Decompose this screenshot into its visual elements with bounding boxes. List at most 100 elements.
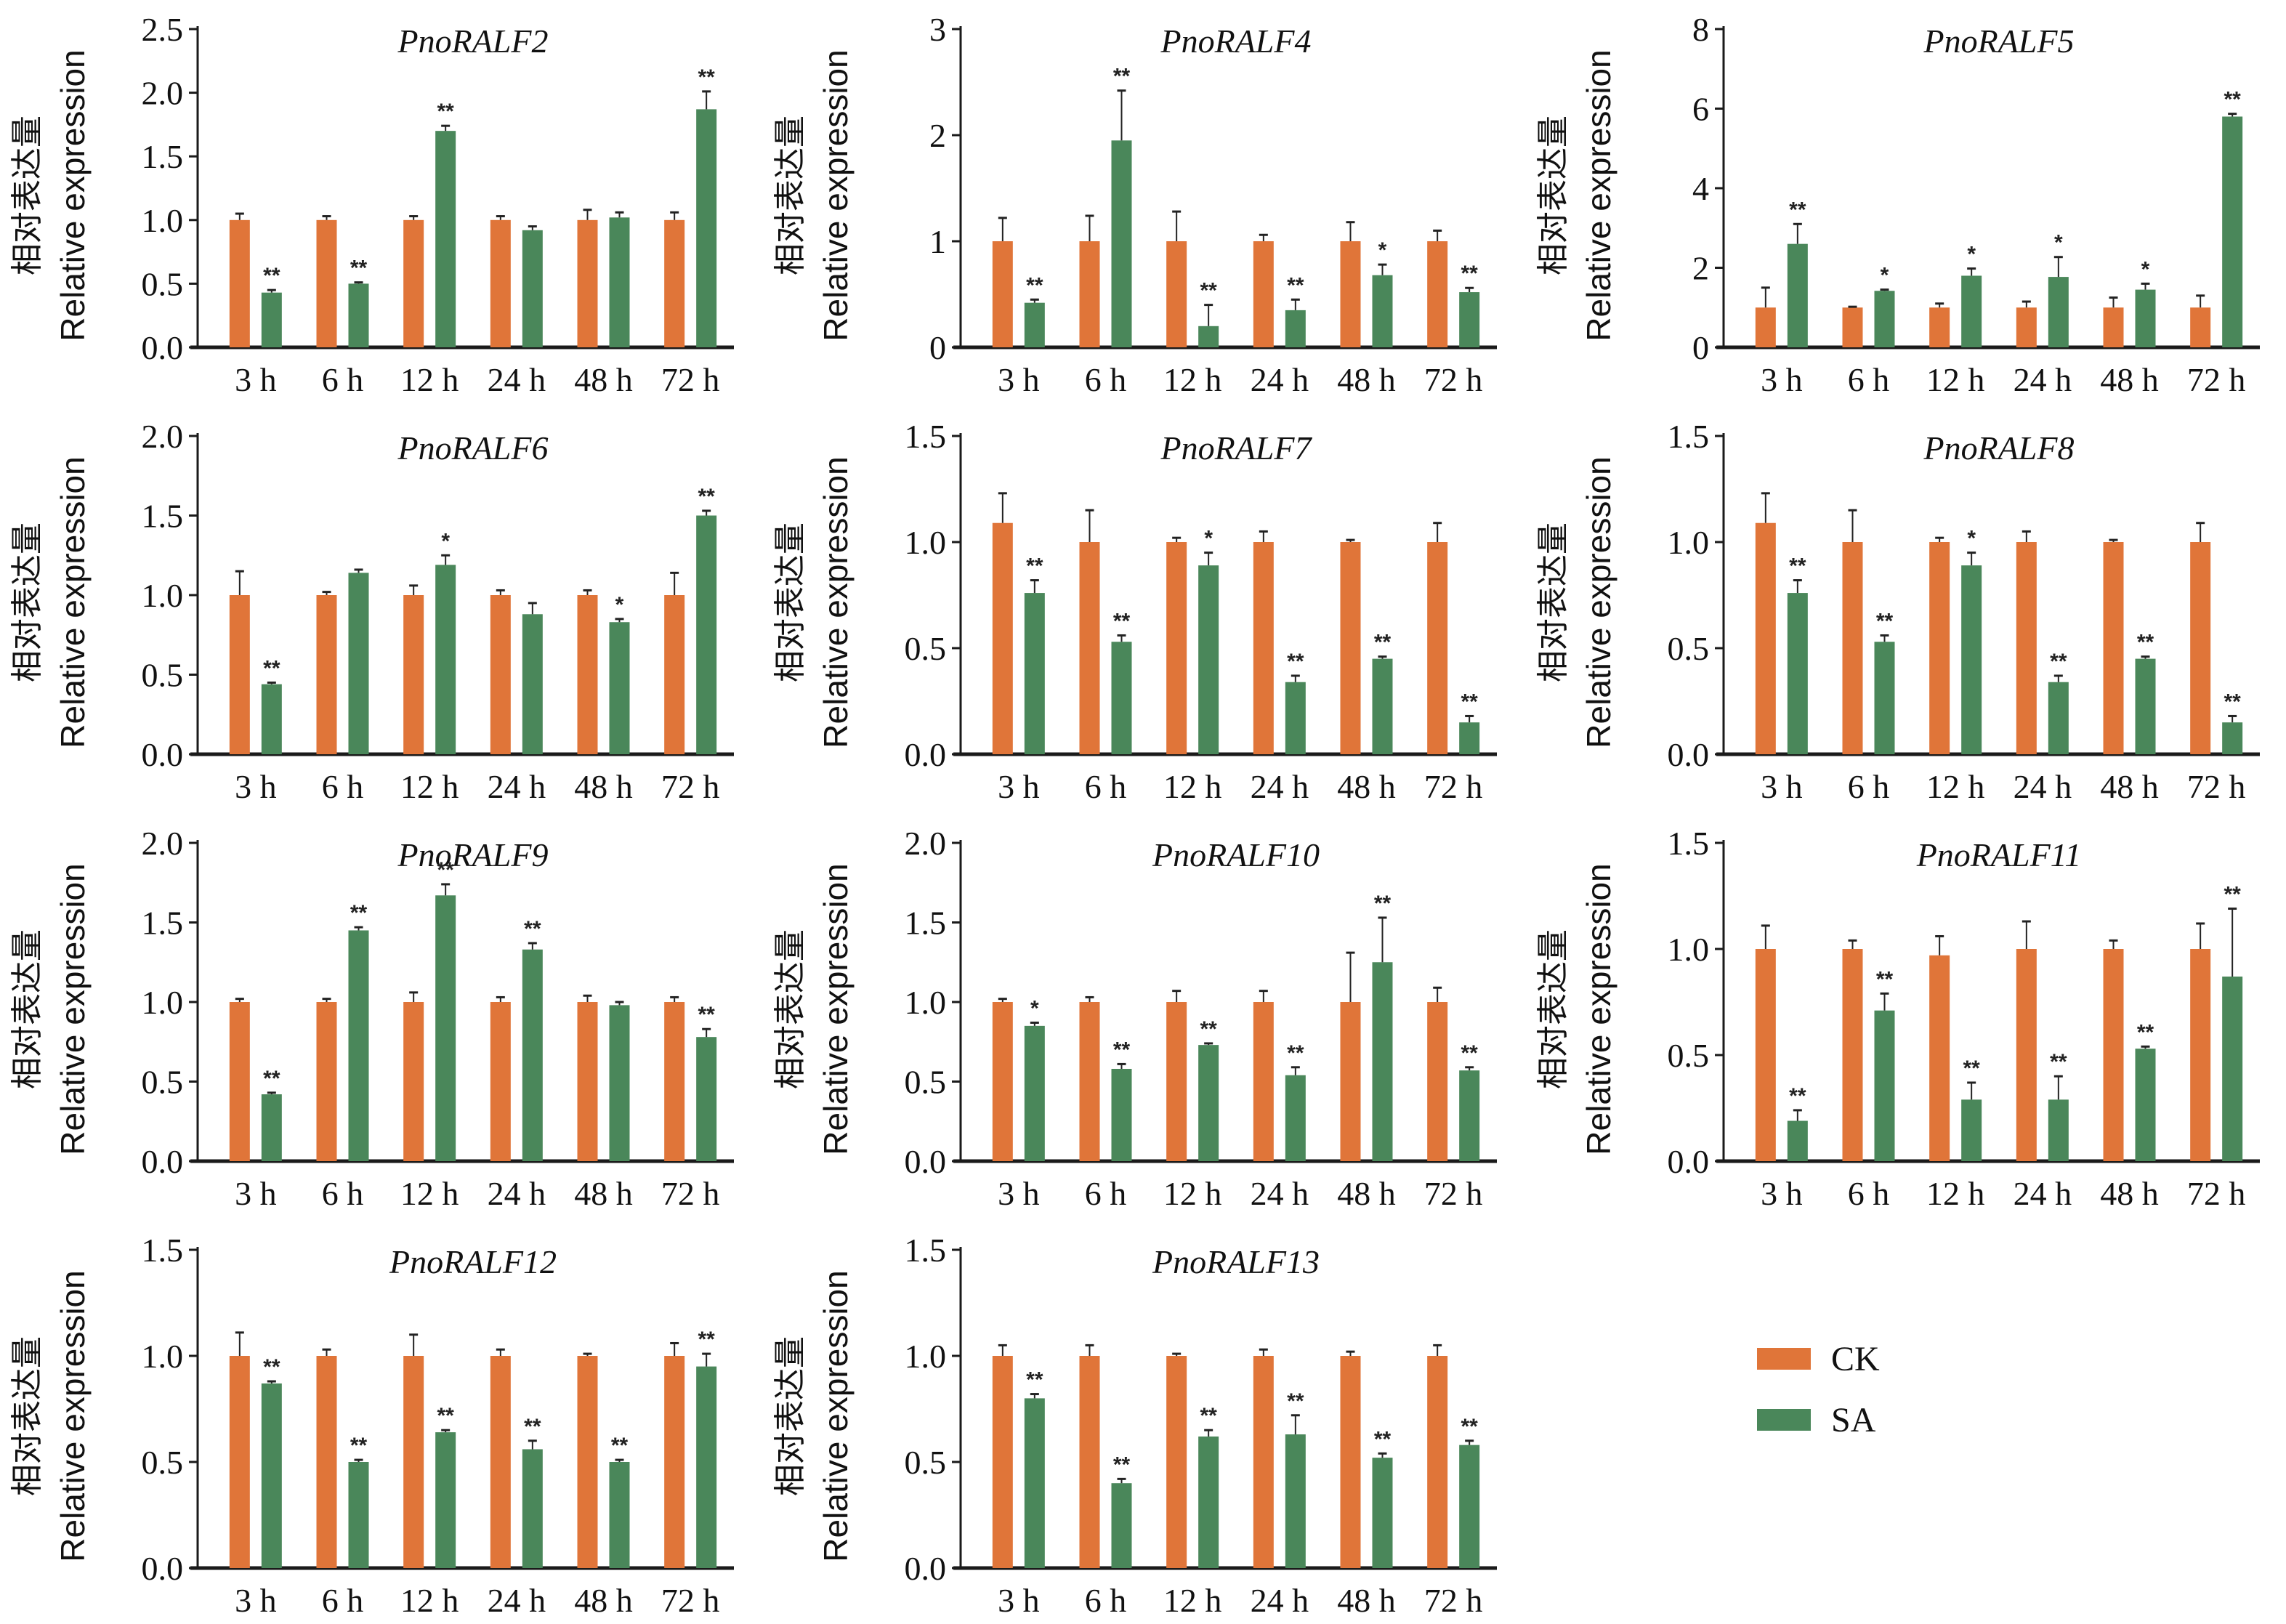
bar-sa xyxy=(1285,1075,1306,1161)
significance-marker: ** xyxy=(698,65,715,89)
y-tick-label: 0.0 xyxy=(905,1143,947,1180)
bar-ck xyxy=(664,595,685,754)
y-tick-label: 3 xyxy=(929,11,946,48)
x-tick-label: 6 h xyxy=(1085,361,1127,398)
y-tick-label: 0.5 xyxy=(905,1444,947,1481)
y-axis-label-en: Relative expression xyxy=(54,456,92,748)
bar-ck xyxy=(316,219,337,347)
bar-ck xyxy=(2190,307,2211,347)
y-tick-label: 0.5 xyxy=(905,1064,947,1101)
y-tick-label: 1.5 xyxy=(142,138,184,175)
bar-ck xyxy=(316,1002,337,1161)
significance-marker: ** xyxy=(2224,883,2241,907)
y-tick-label: 1.0 xyxy=(142,202,184,239)
y-tick-label: 1.0 xyxy=(905,1338,947,1375)
y-tick-label: 0.0 xyxy=(142,329,184,366)
y-tick-label: 0.0 xyxy=(905,736,947,773)
bar-sa xyxy=(1961,1099,1982,1161)
y-axis-label-en: Relative expression xyxy=(54,1270,92,1562)
significance-marker: ** xyxy=(263,264,280,288)
y-tick-label: 1.0 xyxy=(142,577,184,614)
bar-sa xyxy=(1024,593,1045,754)
y-tick-label: 2 xyxy=(929,117,946,154)
y-tick-label: 0.0 xyxy=(1668,736,1710,773)
significance-marker: * xyxy=(1378,238,1387,262)
x-tick-label: 72 h xyxy=(1424,1582,1483,1619)
significance-marker: ** xyxy=(1461,690,1478,714)
x-tick-label: 3 h xyxy=(235,361,277,398)
x-tick-label: 48 h xyxy=(1337,361,1396,398)
bar-ck xyxy=(403,219,424,347)
y-axis-label-en: Relative expression xyxy=(1580,456,1617,748)
x-tick-label: 72 h xyxy=(661,361,720,398)
bar-ck xyxy=(1340,1002,1361,1161)
y-tick-label: 0.5 xyxy=(142,265,184,302)
y-axis-label-en: Relative expression xyxy=(817,456,855,748)
significance-marker: ** xyxy=(1374,1427,1392,1451)
chart-panel-pnoralf9: PnoRALF9 相对表达量 Relative expression 0.0 0.5 1.… xyxy=(9,825,734,1212)
bar-sa xyxy=(522,949,543,1161)
y-tick-label: 1.5 xyxy=(142,905,184,942)
y-tick-label: 1.5 xyxy=(905,418,947,455)
significance-marker: * xyxy=(615,593,624,617)
bar-ck xyxy=(577,1356,598,1568)
bar-sa xyxy=(261,292,282,347)
bar-ck xyxy=(1427,241,1448,347)
bar-ck xyxy=(992,241,1013,347)
bar-ck xyxy=(403,1356,424,1568)
bar-sa xyxy=(1787,243,1808,347)
bar-sa xyxy=(435,565,456,754)
bar-sa xyxy=(1372,1458,1393,1568)
x-tick-label: 3 h xyxy=(235,1582,277,1619)
x-tick-label: 3 h xyxy=(998,768,1040,805)
bar-ck xyxy=(664,219,685,347)
significance-marker: ** xyxy=(1789,1084,1806,1108)
chart-title: PnoRALF2 xyxy=(397,23,549,60)
y-tick-label: 2.0 xyxy=(142,75,184,112)
bar-ck xyxy=(2016,542,2037,754)
bar-ck xyxy=(1166,1356,1187,1568)
bar-sa xyxy=(261,1383,282,1568)
y-tick-label: 2 xyxy=(1692,250,1709,287)
x-tick-label: 3 h xyxy=(1761,768,1803,805)
x-tick-label: 12 h xyxy=(1163,1582,1222,1619)
bar-sa xyxy=(1285,1434,1306,1568)
significance-marker: ** xyxy=(1200,1404,1217,1428)
y-axis-label-cn: 相对表达量 xyxy=(9,522,46,682)
y-axis-label-en: Relative expression xyxy=(817,863,855,1155)
bar-sa xyxy=(1874,291,1895,347)
significance-marker: * xyxy=(1030,996,1039,1020)
bar-ck xyxy=(1755,307,1776,347)
y-axis-label-cn: 相对表达量 xyxy=(1535,522,1572,682)
bar-ck xyxy=(1340,241,1361,347)
significance-marker: ** xyxy=(1876,967,1894,991)
chart-title: PnoRALF7 xyxy=(1160,429,1313,466)
bar-ck xyxy=(2190,949,2211,1161)
bar-ck xyxy=(1427,1356,1448,1568)
bar-sa xyxy=(522,614,543,754)
x-tick-label: 72 h xyxy=(2187,768,2246,805)
chart-panel-pnoralf10: PnoRALF10 相对表达量 Relative expression 0.0 0.5 1… xyxy=(772,825,1497,1212)
x-tick-label: 6 h xyxy=(322,768,364,805)
x-tick-label: 48 h xyxy=(2100,1175,2159,1212)
x-tick-label: 6 h xyxy=(322,361,364,398)
bar-ck xyxy=(316,595,337,754)
significance-marker: ** xyxy=(1374,631,1392,655)
bar-sa xyxy=(609,1462,630,1568)
bar-ck xyxy=(490,1356,511,1568)
y-tick-label: 4 xyxy=(1692,170,1709,207)
bar-sa xyxy=(1198,1436,1219,1568)
y-tick-label: 0.0 xyxy=(142,1143,184,1180)
bar-sa xyxy=(609,217,630,347)
x-tick-label: 72 h xyxy=(1424,768,1483,805)
bar-ck xyxy=(490,219,511,347)
x-tick-label: 3 h xyxy=(1761,1175,1803,1212)
significance-marker: * xyxy=(441,529,450,553)
bar-sa xyxy=(696,1037,717,1161)
x-tick-label: 48 h xyxy=(574,768,633,805)
bar-ck xyxy=(1842,542,1863,754)
y-axis-label-cn: 相对表达量 xyxy=(9,1336,46,1496)
x-tick-label: 3 h xyxy=(998,1582,1040,1619)
x-tick-label: 24 h xyxy=(2014,1175,2072,1212)
significance-marker: ** xyxy=(1287,1041,1304,1065)
